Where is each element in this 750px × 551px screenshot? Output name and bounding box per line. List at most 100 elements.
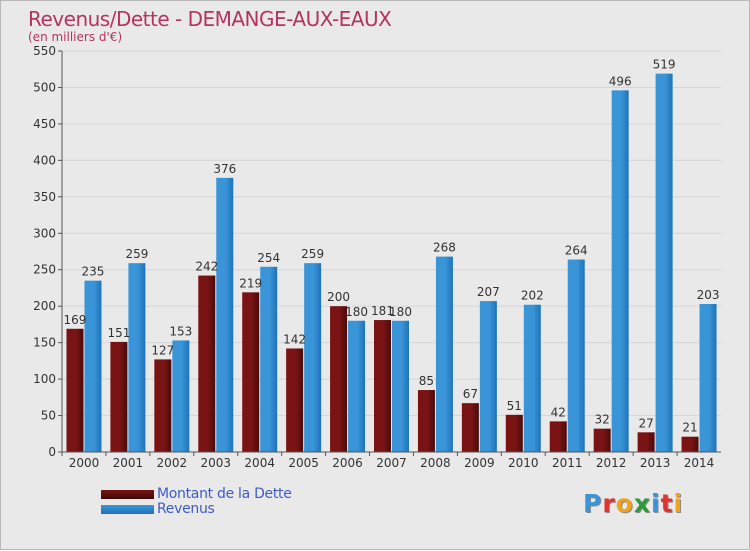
x-tick-label: 2001: [113, 456, 144, 470]
data-label-revenue: 496: [609, 74, 632, 88]
legend-label-revenue: Revenus: [157, 501, 215, 517]
x-tick-label: 2003: [200, 456, 231, 470]
logo-letter: o: [615, 489, 634, 518]
bar-debt: [374, 320, 391, 452]
x-tick-label: 2011: [552, 456, 583, 470]
y-tick-label: 200: [33, 299, 56, 313]
bar-revenue: [128, 263, 146, 452]
bar-revenue: [84, 280, 102, 452]
data-label-revenue: 376: [213, 162, 236, 176]
data-label-revenue: 519: [653, 58, 676, 72]
logo-letter: r: [602, 489, 616, 518]
data-label-revenue: 202: [521, 289, 544, 303]
x-tick-label: 2013: [640, 456, 671, 470]
bar-debt: [242, 292, 260, 452]
data-label-revenue: 268: [433, 241, 456, 255]
y-tick-label: 450: [33, 117, 56, 131]
plot-area: [62, 51, 721, 452]
labels-layer: 1692351512591271532423762192541422592001…: [64, 58, 720, 435]
data-label-debt: 42: [551, 405, 566, 419]
bar-debt: [681, 436, 699, 452]
x-tick-label: 2002: [157, 456, 188, 470]
bar-debt: [154, 359, 172, 452]
bar-revenue: [567, 259, 585, 452]
data-label-revenue: 207: [477, 285, 500, 299]
bar-debt: [330, 306, 348, 452]
x-tick-label: 2005: [288, 456, 319, 470]
bar-debt: [198, 275, 216, 452]
data-label-debt: 151: [107, 326, 130, 340]
logo-letter: t: [660, 489, 674, 518]
data-label-debt: 32: [595, 413, 610, 427]
bar-revenue: [523, 304, 541, 452]
bar-revenue: [348, 320, 366, 452]
legend-swatch-debt: [101, 490, 154, 499]
bar-debt: [66, 328, 84, 452]
data-label-debt: 51: [507, 399, 522, 413]
bar-debt: [286, 348, 304, 452]
data-label-revenue: 180: [345, 305, 368, 319]
x-tick-label: 2010: [508, 456, 539, 470]
bars-layer: [66, 73, 717, 453]
y-tick-label: 100: [33, 372, 56, 386]
bar-debt: [505, 414, 523, 452]
legend-swatch-revenue: [101, 505, 154, 514]
data-label-debt: 200: [327, 290, 350, 304]
y-tick-label: 150: [33, 336, 56, 350]
x-tick-label: 2007: [376, 456, 407, 470]
y-tick-label: 500: [33, 80, 56, 94]
bar-revenue: [304, 263, 322, 452]
x-tick-label: 2008: [420, 456, 451, 470]
x-tick-label: 2006: [332, 456, 363, 470]
axis-layer: 0 50 100 150 200 250 300 350 400 450 500 550 2000 200…: [33, 44, 721, 470]
bar-revenue: [260, 266, 278, 452]
y-tick-label: 300: [33, 226, 56, 240]
data-label-debt: 142: [283, 332, 306, 346]
legend-label-debt: Montant de la Dette: [157, 486, 292, 502]
x-tick-label: 2000: [69, 456, 100, 470]
data-label-revenue: 264: [565, 244, 588, 258]
logo-letter: x: [633, 489, 651, 518]
data-label-revenue: 153: [169, 324, 192, 338]
data-label-revenue: 259: [301, 247, 324, 261]
y-tick-label: 550: [33, 44, 56, 58]
data-label-revenue: 180: [389, 305, 412, 319]
logo-letter: i: [651, 489, 661, 518]
bar-revenue: [435, 256, 453, 452]
bar-revenue: [655, 73, 673, 453]
data-label-debt: 169: [64, 313, 87, 327]
data-label-revenue: 235: [82, 265, 105, 279]
chart-title: Revenus/Dette - DEMANGE-AUX-EAUX: [28, 7, 392, 31]
y-tick-label: 400: [33, 153, 56, 167]
logo-letter: P: [583, 489, 603, 518]
data-label-debt: 242: [195, 260, 218, 274]
bar-debt: [417, 390, 435, 452]
x-tick-label: 2004: [244, 456, 275, 470]
bar-debt: [549, 421, 567, 452]
bar-revenue: [479, 301, 497, 452]
bar-revenue: [172, 340, 190, 452]
data-label-debt: 219: [239, 276, 262, 290]
x-tick-label: 2014: [684, 456, 715, 470]
bar-revenue: [392, 320, 409, 452]
bar-debt: [637, 432, 655, 452]
logo-letter: i: [673, 489, 684, 518]
bar-revenue: [216, 177, 234, 452]
y-tick-label: 0: [48, 445, 56, 459]
data-label-debt: 67: [463, 387, 478, 401]
y-tick-label: 50: [41, 409, 56, 423]
bar-debt: [593, 428, 611, 452]
bar-revenue: [699, 303, 717, 452]
data-label-revenue: 203: [697, 288, 720, 302]
data-label-revenue: 254: [257, 251, 280, 265]
bar-debt: [110, 341, 128, 452]
data-label-revenue: 259: [125, 247, 148, 261]
x-tick-label: 2012: [596, 456, 627, 470]
data-label-debt: 181: [371, 304, 394, 318]
y-tick-label: 250: [33, 263, 56, 277]
data-label-debt: 27: [638, 416, 653, 430]
grid-layer: [62, 50, 721, 453]
bar-debt: [461, 403, 479, 452]
chart-subtitle: (en milliers d'€): [28, 30, 123, 44]
